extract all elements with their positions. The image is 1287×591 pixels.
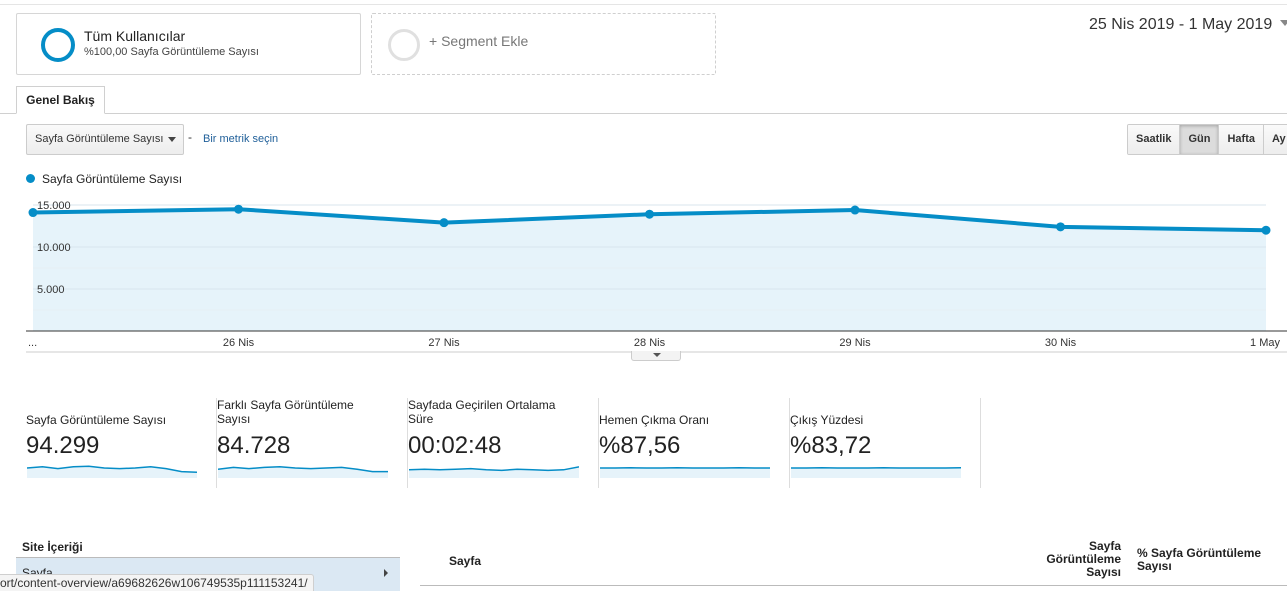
- chart-x-tick-label: 26 Nis: [223, 337, 255, 349]
- add-segment-label: + Segment Ekle: [429, 33, 529, 49]
- chart-x-tick-label: 28 Nis: [634, 337, 666, 349]
- sparkline-fill: [27, 466, 197, 478]
- scorecard-sparkline: [600, 467, 770, 478]
- scorecard-pageviews[interactable]: Sayfa Görüntüleme Sayısı 94.299: [26, 398, 217, 488]
- scorecard-label: Çıkış Yüzdesi: [790, 413, 864, 427]
- sparkline-line: [218, 466, 388, 473]
- chart-x-tick-label: 1 May: [1250, 337, 1280, 349]
- scorecard-exit-rate[interactable]: Çıkış Yüzdesi %83,72: [790, 398, 981, 488]
- chart-x-tick-label: 30 Nis: [1045, 337, 1077, 349]
- legend-label: Sayfa Görüntüleme Sayısı: [42, 172, 183, 186]
- chevron-down-icon: [653, 353, 661, 357]
- browser-status-bar: ort/content-overview/a69682626w106749535…: [0, 574, 314, 591]
- site-content-title: Site İçeriği: [22, 540, 83, 554]
- scorecard-value: 00:02:48: [408, 432, 502, 459]
- date-range-label: 25 Nis 2019 - 1 May 2019: [1089, 16, 1273, 33]
- range-week-button[interactable]: Hafta: [1219, 125, 1264, 154]
- scorecard-avg-time[interactable]: Sayfada Geçirilen Ortalama Süre 00:02:48: [408, 398, 599, 488]
- scorecard-value: 84.728: [217, 432, 291, 459]
- scorecard-value: %87,56: [599, 432, 681, 459]
- column-header-pageviews[interactable]: Sayfa Görüntüleme Sayısı: [1046, 539, 1121, 579]
- metric-separator: -: [188, 130, 192, 144]
- segment-title: Tüm Kullanıcılar: [84, 28, 186, 44]
- chart-y-tick-label: 15.000: [37, 200, 71, 212]
- chart-x-tick-label: ...: [28, 337, 37, 349]
- sparkline-line: [409, 466, 579, 472]
- chart-data-point: [1261, 225, 1271, 235]
- add-segment-button[interactable]: + Segment Ekle: [371, 13, 716, 75]
- scorecard-label: Sayfada Geçirilen Ortalama Süre: [408, 398, 556, 426]
- sparkline-fill: [218, 466, 388, 478]
- chart-data-point: [850, 205, 860, 215]
- chart-y-tick-label: 5.000: [37, 284, 65, 296]
- column-header-pct-pageviews[interactable]: % Sayfa Görüntüleme Sayısı: [1137, 546, 1262, 573]
- legend-dot-icon: [26, 174, 35, 183]
- scorecard-label: Farklı Sayfa Görüntüleme Sayısı: [217, 398, 354, 426]
- scorecard-label: Hemen Çıkma Oranı: [599, 413, 710, 427]
- chart-x-tick-label: 29 Nis: [839, 337, 871, 349]
- scorecard-sparkline: [27, 465, 197, 478]
- range-month-button[interactable]: Ay: [1263, 125, 1287, 154]
- top-divider: [0, 4, 1287, 5]
- chevron-down-icon: [1280, 20, 1287, 26]
- scorecard-unique-pageviews[interactable]: Farklı Sayfa Görüntüleme Sayısı 84.728: [217, 398, 408, 488]
- chart-y-tick-label: 10.000: [37, 242, 71, 254]
- chart-x-tick-label: 27 Nis: [428, 337, 460, 349]
- segment-ring-icon: [41, 28, 75, 62]
- metric-select[interactable]: Sayfa Görüntüleme Sayısı: [26, 124, 184, 155]
- sparkline-fill: [409, 466, 579, 478]
- tab-bar-line: [0, 113, 1287, 114]
- scorecard-sparkline: [409, 466, 579, 478]
- segment-all-users[interactable]: Tüm Kullanıcılar %100,00 Sayfa Görüntüle…: [16, 13, 361, 75]
- metric-select-value: Sayfa Görüntüleme Sayısı: [35, 133, 164, 145]
- segment-placeholder-ring-icon: [388, 29, 420, 61]
- select-metric-link[interactable]: Bir metrik seçin: [203, 133, 279, 145]
- chart-expand-handle[interactable]: [631, 351, 681, 361]
- chevron-down-icon: [168, 137, 176, 142]
- chart-data-point: [645, 209, 654, 219]
- sparkline-line: [27, 465, 197, 473]
- time-range-group: Saatlik Gün Hafta Ay: [1127, 124, 1287, 155]
- table-header-divider: [420, 585, 1287, 586]
- range-day-button[interactable]: Gün: [1180, 125, 1220, 154]
- scorecard-sparkline: [791, 467, 961, 478]
- scorecard-bounce-rate[interactable]: Hemen Çıkma Oranı %87,56: [599, 398, 790, 488]
- segment-subtitle: %100,00 Sayfa Görüntüleme Sayısı: [84, 46, 259, 58]
- scorecard-value: 94.299: [26, 432, 100, 459]
- chevron-right-icon: [384, 569, 388, 577]
- chart-legend: Sayfa Görüntüleme Sayısı: [26, 172, 182, 186]
- site-content-divider: [16, 557, 400, 558]
- scorecard-label: Sayfa Görüntüleme Sayısı: [26, 413, 167, 427]
- scorecard-value: %83,72: [790, 432, 872, 459]
- tab-overview[interactable]: Genel Bakış: [16, 86, 105, 114]
- chart-data-point: [439, 218, 449, 228]
- scorecard-sparkline: [218, 466, 388, 478]
- chart-area-fill: [33, 209, 1266, 331]
- range-hourly-button[interactable]: Saatlik: [1128, 125, 1181, 154]
- chart-data-point: [1056, 222, 1065, 232]
- column-header-page[interactable]: Sayfa: [449, 554, 482, 568]
- sparkline-fill: [600, 467, 770, 478]
- pageviews-chart: 15.000 10.000 5.000... 26 Nis 27 Nis 28 Nis 29…: [26, 200, 1287, 353]
- chart-data-point: [28, 208, 38, 218]
- chart-data-point: [234, 204, 243, 214]
- date-range-picker[interactable]: 25 Nis 2019 - 1 May 2019: [1089, 16, 1287, 34]
- sparkline-fill: [791, 467, 961, 478]
